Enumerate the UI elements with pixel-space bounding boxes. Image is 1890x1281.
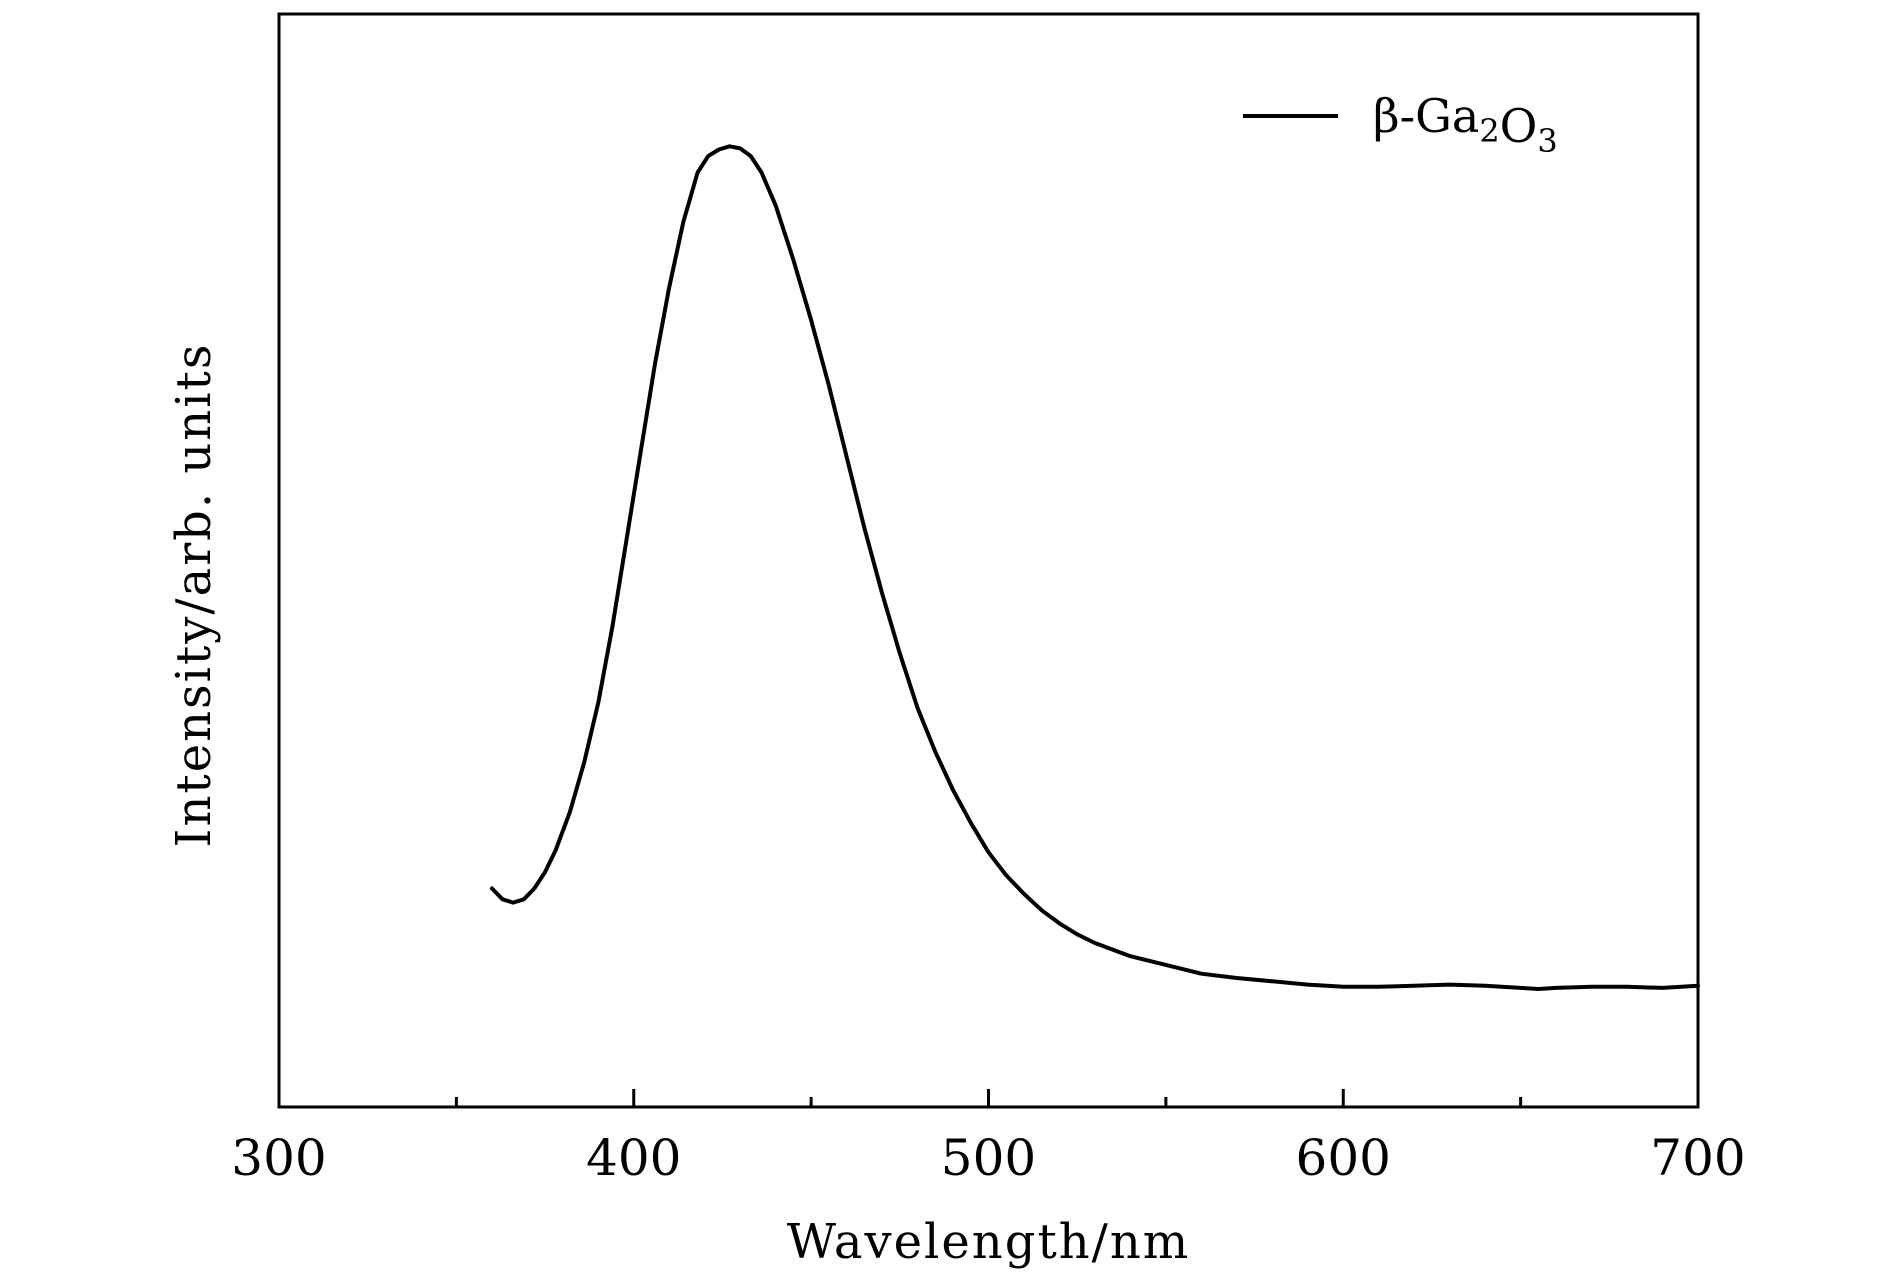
axis-ticks — [277, 1089, 1700, 1107]
legend-entry-beta-ga2o3: β-Ga2O3 — [1373, 89, 1558, 160]
x-axis-label: Wavelength/nm — [787, 1214, 1191, 1270]
series-line-0 — [489, 144, 1700, 991]
x-tick-label-300: 300 — [231, 1129, 326, 1187]
plot-frame — [277, 12, 1700, 1109]
series-layer — [489, 144, 1700, 991]
x-tick-label-400: 400 — [586, 1129, 681, 1187]
x-tick-label-500: 500 — [941, 1129, 1036, 1187]
x-tick-labels: 300 400 500 600 700 — [231, 1129, 1745, 1187]
x-tick-label-700: 700 — [1650, 1129, 1745, 1187]
y-axis-label: Intensity/arb. units — [166, 343, 222, 848]
x-tick-label-600: 600 — [1296, 1129, 1391, 1187]
legend: β-Ga2O3 — [1243, 89, 1558, 160]
